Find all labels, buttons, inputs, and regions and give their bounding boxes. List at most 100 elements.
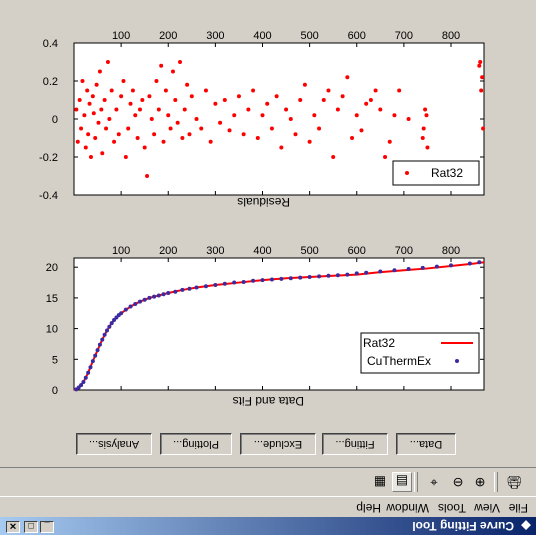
- residual-point-rat32: [83, 145, 88, 150]
- fits-x-tick-label: 100: [112, 245, 130, 257]
- residual-point-rat32: [80, 79, 85, 83]
- residual-point-rat32: [133, 113, 138, 118]
- fits-x-tick-label: 800: [442, 245, 460, 257]
- residual-point-rat32: [91, 111, 96, 116]
- residual-point-rat32: [128, 101, 133, 106]
- resid-x-tick-label: 800: [442, 30, 460, 42]
- residual-point-rat32: [274, 94, 279, 99]
- residual-point-rat32: [232, 113, 237, 118]
- data-point-cuthermex: [133, 302, 138, 307]
- data-point-cuthermex: [156, 293, 161, 298]
- data-point-cuthermex: [79, 383, 84, 388]
- residual-point-rat32: [194, 117, 199, 121]
- data-fits-axes[interactable]: 100 200 300 400 500 600 700 800 0 5 10 15 20 Rat32 CuT…: [46, 245, 485, 397]
- residual-point-rat32: [373, 88, 378, 93]
- residual-point-rat32: [392, 113, 397, 118]
- data-point-cuthermex: [213, 283, 218, 288]
- residual-point-rat32: [326, 88, 331, 93]
- resid-y-tick-label: 0.2: [43, 76, 58, 88]
- residual-point-rat32: [340, 94, 345, 99]
- data-point-cuthermex: [88, 365, 93, 370]
- residual-point-rat32: [182, 107, 187, 112]
- residual-point-rat32: [99, 107, 104, 112]
- data-point-cuthermex: [279, 276, 284, 281]
- residual-point-rat32: [185, 82, 190, 87]
- residual-point-rat32: [94, 82, 99, 87]
- data-point-cuthermex: [449, 263, 454, 268]
- data-point-cuthermex: [81, 380, 86, 385]
- residual-point-rat32: [354, 113, 359, 118]
- data-point-cuthermex: [109, 321, 114, 326]
- residual-point-rat32: [166, 113, 171, 118]
- residual-point-rat32: [345, 75, 350, 80]
- residual-point-rat32: [135, 136, 140, 140]
- residual-point-rat32: [208, 139, 213, 144]
- data-point-cuthermex: [406, 267, 411, 272]
- data-point-cuthermex: [83, 375, 88, 380]
- data-point-cuthermex: [100, 337, 105, 342]
- residual-point-rat32: [423, 107, 428, 112]
- residual-point-rat32: [109, 88, 114, 93]
- data-point-cuthermex: [232, 280, 237, 285]
- residual-point-rat32: [293, 132, 298, 137]
- data-point-cuthermex: [269, 277, 274, 282]
- residual-point-rat32: [102, 98, 107, 102]
- residual-point-rat32: [378, 107, 383, 112]
- residual-point-rat32: [74, 107, 79, 112]
- data-point-cuthermex: [194, 285, 199, 290]
- residual-point-rat32: [142, 145, 147, 150]
- residual-point-rat32: [152, 132, 157, 137]
- data-point-cuthermex: [434, 264, 439, 269]
- data-point-cuthermex: [161, 292, 166, 297]
- residual-point-rat32: [116, 132, 121, 137]
- residual-point-rat32: [331, 155, 336, 159]
- legend-residual-swatch: [405, 171, 409, 175]
- residual-point-rat32: [480, 75, 485, 80]
- fits-y-tick-label: 0: [52, 385, 58, 397]
- residual-point-rat32: [79, 126, 84, 131]
- residual-point-rat32: [269, 126, 274, 131]
- data-point-cuthermex: [104, 328, 109, 333]
- residual-point-rat32: [255, 136, 260, 140]
- residual-point-rat32: [187, 132, 192, 137]
- residual-point-rat32: [180, 136, 185, 140]
- residual-point-rat32: [302, 82, 307, 87]
- residual-point-rat32: [126, 126, 131, 131]
- residual-point-rat32: [203, 88, 208, 93]
- residual-point-rat32: [85, 88, 90, 93]
- data-point-cuthermex: [203, 284, 208, 289]
- residual-point-rat32: [218, 120, 223, 125]
- residual-point-rat32: [284, 107, 289, 112]
- residual-point-rat32: [317, 126, 322, 131]
- residuals-axes[interactable]: 100 200 300 400 500 600 700 800 0.4 0.2 0 -0.2 -0.4 R…: [39, 30, 486, 202]
- data-point-cuthermex: [392, 268, 397, 273]
- residual-point-rat32: [130, 88, 135, 93]
- residual-point-rat32: [107, 117, 112, 121]
- data-point-cuthermex: [152, 294, 157, 299]
- residual-point-rat32: [112, 139, 117, 144]
- data-point-cuthermex: [307, 275, 312, 280]
- residual-point-rat32: [104, 126, 109, 131]
- residual-point-rat32: [175, 120, 180, 125]
- data-point-cuthermex: [260, 278, 265, 283]
- resid-x-tick-label: 400: [253, 30, 271, 42]
- residual-point-rat32: [251, 88, 256, 93]
- data-point-cuthermex: [364, 270, 369, 275]
- residual-point-rat32: [88, 155, 93, 159]
- residual-point-rat32: [359, 128, 364, 133]
- data-point-cuthermex: [93, 353, 98, 358]
- residual-point-rat32: [236, 94, 241, 99]
- residual-point-rat32: [246, 107, 251, 112]
- residual-point-rat32: [154, 79, 159, 83]
- resid-y-tick-label: 0.4: [43, 38, 58, 50]
- residual-point-rat32: [93, 136, 98, 140]
- residual-point-rat32: [140, 98, 145, 102]
- residual-point-rat32: [97, 69, 102, 74]
- residual-point-rat32: [397, 88, 402, 93]
- residual-point-rat32: [149, 117, 154, 121]
- data-point-cuthermex: [467, 261, 472, 266]
- residual-point-rat32: [77, 98, 82, 102]
- residual-point-rat32: [279, 145, 284, 150]
- resid-x-tick-label: 600: [348, 30, 366, 42]
